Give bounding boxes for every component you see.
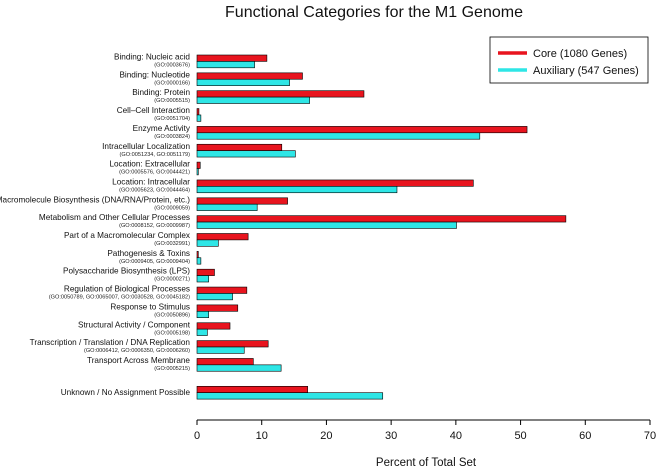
category-go-label: (GO:0003676) [154,63,190,69]
category-label: Intracellular Localization [102,142,190,151]
category-go-label: (GO:0032991) [154,241,190,247]
bar-auxiliary [196,346,245,354]
category-label: Location: Intracellular [112,177,190,186]
bar-core [196,358,254,366]
category-go-label: (GO:0005623, GO:0044464) [119,187,190,193]
bar-core [196,54,268,62]
category-go-label: (GO:0000271) [154,277,190,283]
category-label: Cell–Cell Interaction [117,106,191,115]
category-label: Transport Across Membrane [87,356,190,365]
x-tick-label: 40 [450,430,462,442]
legend: Core (1080 Genes) Auxiliary (547 Genes) [489,36,649,84]
category-go-label: (GO:0003824) [154,134,190,140]
bar-auxiliary [196,310,209,318]
bar-auxiliary [196,257,202,265]
bar-auxiliary [196,96,310,104]
bar-core [196,233,249,241]
category-label: Polysaccharide Biosynthesis (LPS) [63,267,190,276]
category-label: Part of a Macromolecular Complex [64,231,190,240]
bar-auxiliary [196,239,219,247]
x-tick-label: 20 [320,430,332,442]
category-label: Enzyme Activity [133,124,191,133]
bar-core [196,161,201,169]
category-label: Metabolism and Other Cellular Processes [39,213,190,222]
x-tick-label: 0 [194,430,200,442]
category-label: Response to Stimulus [110,302,190,311]
x-tick-label: 70 [644,430,656,442]
category-go-label: (GO:0050789, GO:0065007, GO:0030528, GO:… [49,295,190,301]
category-label: Transcription / Translation / DNA Replic… [30,338,191,347]
category-label: Binding: Nucleic acid [114,53,190,62]
category-label: Unknown / No Assignment Possible [61,388,191,397]
bar-auxiliary [196,78,290,86]
bar-core [196,340,269,348]
bar-core [196,268,215,276]
bar-core [196,304,239,312]
category-go-label: (GO:0005215) [154,366,190,372]
bar-core [196,286,248,294]
legend-box [489,36,649,84]
category-go-label: (GO:0051234, GO:0051179) [120,152,191,158]
bar-auxiliary [196,364,282,372]
category-go-label: (GO:0006412, GO:0006350, GO:0006260) [84,348,190,354]
bar-auxiliary [196,114,202,122]
category-go-label: (GO:0008152, GO:0009987) [119,223,190,229]
bars-group [196,54,567,400]
category-go-label: (GO:0005576, GO:0044421) [119,170,190,176]
category-label: Location: Extracellular [109,160,190,169]
bar-auxiliary [196,203,258,211]
category-go-label: (GO:0009405, GO:0009404) [119,259,190,265]
chart-title: Functional Categories for the M1 Genome [225,4,523,21]
category-label: Binding: Protein [132,88,190,97]
bar-core [196,322,231,330]
x-tick-label: 10 [256,430,268,442]
x-tick-label: 30 [385,430,397,442]
category-go-label: (GO:0009059) [154,205,190,211]
bar-auxiliary [196,150,296,158]
category-go-label: (GO:0051704) [154,116,190,122]
category-label: Regulation of Biological Processes [64,285,190,294]
bar-core [196,215,567,223]
legend-label-core: Core (1080 Genes) [533,48,627,60]
x-axis: 0 10 20 30 40 50 60 70 [194,419,656,442]
category-label: Binding: Nucleotide [119,70,190,79]
bar-auxiliary [196,61,255,69]
bar-core [196,197,288,205]
x-tick-label: 50 [514,430,526,442]
category-label: Macromolecule Biosynthesis (DNA/RNA/Prot… [0,195,190,204]
bar-auxiliary [196,168,199,176]
x-tick-label: 60 [579,430,591,442]
bar-core [196,126,528,134]
category-labels: Binding: Nucleic acid(GO:0003676)Binding… [0,53,191,397]
bar-auxiliary [196,293,233,301]
bar-auxiliary [196,275,209,283]
bar-core [196,179,474,187]
category-label: Structural Activity / Component [78,320,191,329]
bar-core [196,143,283,151]
bar-core [196,385,308,393]
category-go-label: (GO:0005515) [154,98,190,104]
category-label: Pathogenesis & Toxins [107,249,190,258]
bar-auxiliary [196,328,208,336]
category-go-label: (GO:0050896) [154,312,190,318]
bar-core [196,251,199,259]
bar-core [196,108,200,116]
category-go-label: (GO:0005198) [154,330,190,336]
bar-core [196,90,365,98]
x-axis-title: Percent of Total Set [376,457,477,469]
bar-core [196,72,303,80]
bar-auxiliary [196,392,384,400]
category-go-label: (GO:0000166) [154,80,190,86]
bar-auxiliary [196,186,398,194]
legend-label-auxiliary: Auxiliary (547 Genes) [533,65,639,77]
bar-auxiliary [196,132,481,140]
bar-auxiliary [196,221,457,229]
